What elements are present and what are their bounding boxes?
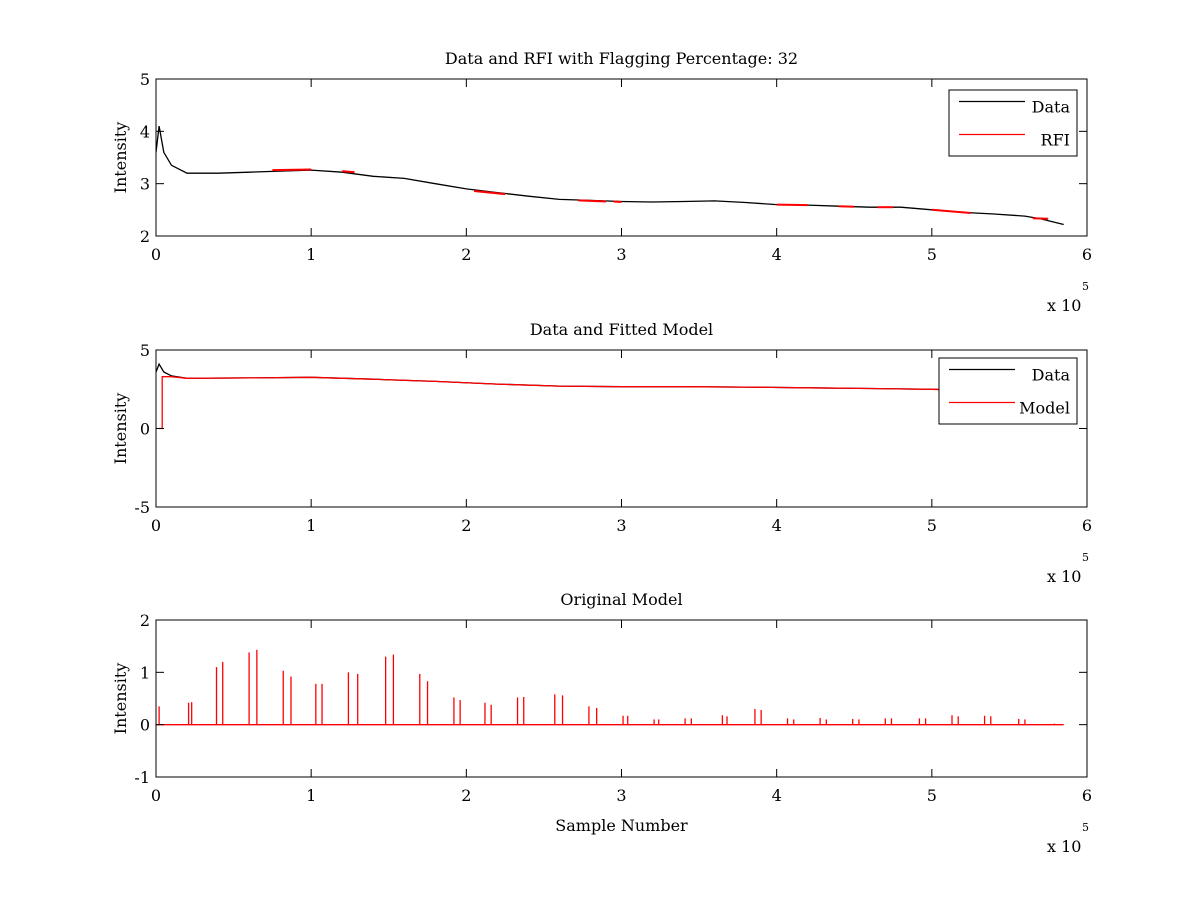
y-axis-label: Intensity [111,122,130,194]
y-tick-label: 1 [140,663,150,682]
rfi-segment [578,199,607,203]
rfi-segment [272,168,312,172]
plot-title: Original Model [560,590,682,609]
legend-label: Model [1019,399,1070,418]
model-series-line [159,376,1064,430]
x-tick-label: 2 [461,516,471,535]
legend-2: Data Model [938,357,1078,425]
y-tick-label: 3 [140,175,150,194]
x-tick-label: 5 [927,516,937,535]
rfi-segment [474,190,506,196]
x-multiplier-exponent: 5 [1082,551,1089,564]
x-tick-label: 3 [616,516,626,535]
x-tick-label: 0 [151,245,161,264]
plot-data [156,125,1064,226]
x-multiplier-exponent: 5 [1082,280,1089,293]
x-tick-label: 6 [1082,786,1092,805]
rfi-segment [342,170,355,174]
y-tick-label: 0 [140,716,150,735]
x-tick-label: 0 [151,516,161,535]
rfi-segment [931,208,971,214]
x-tick-label: 6 [1082,245,1092,264]
x-tick-label: 4 [772,245,782,264]
x-tick-label: 0 [151,786,161,805]
y-tick-label: 2 [140,611,150,630]
x-tick-label: 5 [927,245,937,264]
x-multiplier-label: x 10 [1047,837,1081,856]
plot-1: 0 1 2 3 4 5 6 2 3 4 5 Data and RFI with Flagging Pe… [111,49,1092,315]
x-tick-label: 1 [306,245,316,264]
legend-1: Data RFI [948,89,1078,157]
x-multiplier-label: x 10 [1047,296,1081,315]
x-multiplier-exponent: 5 [1082,821,1089,834]
plot-data [156,362,1064,430]
x-tick-label: 4 [772,786,782,805]
x-axis-label: Sample Number [555,816,688,835]
rfi-segment [838,205,855,208]
x-tick-label: 1 [306,516,316,535]
rfi-segment [776,203,808,207]
plot-title: Data and Fitted Model [530,320,713,339]
x-tick-label: 1 [306,786,316,805]
plot-data [156,649,1064,726]
y-tick-label: 5 [140,341,150,360]
y-axis-label: Intensity [111,393,130,465]
plots-container: 0 1 2 3 4 5 6 2 3 4 5 Data and RFI with Flagging Pe… [111,49,1092,856]
x-tick-label: 2 [461,245,471,264]
y-axis-label: Intensity [111,663,130,735]
rfi-segment [613,200,622,203]
plot-title: Data and RFI with Flagging Percentage: 3… [445,49,798,68]
y-tick-label: -1 [134,768,150,787]
y-tick-label: 2 [140,227,150,246]
x-multiplier-label: x 10 [1047,567,1081,586]
y-tick-label: 0 [140,420,150,439]
x-tick-label: 5 [927,786,937,805]
y-tick-label: 5 [140,70,150,89]
legend-label: Data [1032,366,1071,385]
x-tick-label: 6 [1082,516,1092,535]
x-tick-label: 3 [616,245,626,264]
legend-label: RFI [1041,131,1070,150]
x-tick-label: 3 [616,786,626,805]
y-tick-label: 4 [140,122,150,141]
x-tick-label: 4 [772,516,782,535]
data-series-line [156,125,1064,226]
rfi-segment [1032,217,1049,220]
y-tick-label: -5 [134,498,150,517]
legend-label: Data [1032,98,1071,117]
x-tick-label: 2 [461,786,471,805]
